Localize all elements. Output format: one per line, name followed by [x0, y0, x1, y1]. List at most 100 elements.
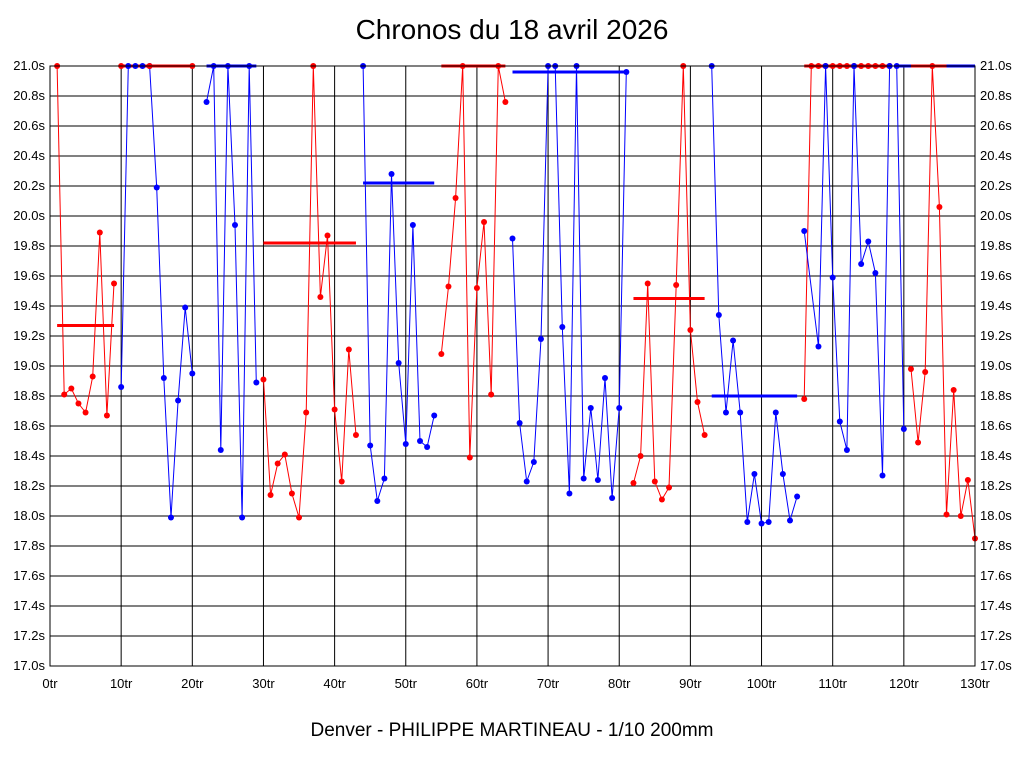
- data-point-run5: [260, 376, 267, 383]
- average-lines: [57, 64, 975, 398]
- x-tick-label: 110tr: [818, 676, 847, 691]
- data-point-run5: [352, 432, 359, 438]
- y-tick-label: 17.2s: [13, 628, 45, 643]
- data-point-run6: [409, 222, 416, 228]
- data-point-run12: [900, 426, 907, 432]
- y-tick-label: 21.0s: [13, 58, 45, 73]
- y-tick-label: 17.8s: [13, 538, 45, 553]
- data-point-run6: [402, 441, 409, 447]
- data-point-run8: [559, 324, 566, 330]
- y-tick-label-right: 17.0s: [980, 658, 1012, 673]
- data-point-run8: [594, 477, 601, 483]
- data-point-run9: [644, 280, 651, 287]
- y-tick-label-right: 17.6s: [980, 568, 1012, 583]
- data-point-run6: [417, 438, 423, 444]
- data-point-run10: [787, 517, 793, 524]
- data-point-run7: [481, 219, 488, 225]
- data-point-run4: [217, 447, 224, 453]
- data-point-run13: [936, 204, 943, 210]
- data-point-run12: [801, 228, 808, 234]
- series-line-run1: [56, 65, 115, 416]
- series-line-run10: [711, 65, 798, 525]
- data-point-run9: [701, 432, 708, 438]
- x-tick-label: 100tr: [747, 676, 777, 691]
- data-point-run4: [203, 99, 210, 105]
- data-point-run7: [466, 454, 473, 461]
- data-point-run2: [167, 514, 174, 521]
- data-point-run4: [239, 514, 246, 521]
- data-point-run7: [473, 285, 480, 291]
- data-point-run5: [317, 294, 324, 300]
- y-tick-label: 18.4s: [13, 448, 45, 463]
- data-point-run8: [566, 490, 573, 497]
- series-points: [54, 63, 978, 542]
- data-point-run1: [111, 280, 118, 287]
- data-point-run5: [296, 514, 303, 521]
- y-tick-label: 18.8s: [13, 388, 45, 403]
- y-tick-label: 20.2s: [13, 178, 45, 193]
- data-point-run7: [488, 391, 495, 398]
- x-tick-label: 40tr: [323, 676, 346, 691]
- y-tick-label-right: 21.0s: [980, 58, 1012, 73]
- data-point-run13: [964, 477, 971, 483]
- data-point-run13: [922, 369, 929, 375]
- y-tick-label: 20.4s: [13, 148, 45, 163]
- data-point-run13: [957, 513, 964, 519]
- data-point-run10: [722, 409, 729, 416]
- data-point-run12: [879, 472, 886, 479]
- y-tick-label: 18.2s: [13, 478, 45, 493]
- data-point-run9: [637, 453, 644, 459]
- y-tick-label: 19.0s: [13, 358, 45, 373]
- y-tick-label-right: 18.2s: [980, 478, 1012, 493]
- y-tick-label-right: 18.0s: [980, 508, 1012, 523]
- data-point-run13: [915, 439, 922, 446]
- data-point-run5: [324, 232, 331, 239]
- data-point-run7: [452, 195, 459, 201]
- y-tick-label-right: 19.2s: [980, 328, 1012, 343]
- chart-title: Chronos du 18 avril 2026: [355, 14, 669, 45]
- data-point-run8: [616, 405, 623, 411]
- y-tick-label: 17.6s: [13, 568, 45, 583]
- y-tick-label-right: 18.4s: [980, 448, 1012, 463]
- y-tick-label: 19.2s: [13, 328, 45, 343]
- x-tick-label: 90tr: [679, 676, 702, 691]
- data-point-run1: [75, 400, 82, 407]
- data-point-run6: [374, 498, 381, 504]
- data-point-run9: [687, 327, 694, 333]
- data-point-run10: [772, 409, 779, 416]
- data-point-run5: [345, 346, 352, 353]
- x-tick-label: 80tr: [608, 676, 631, 691]
- y-tick-label-right: 20.2s: [980, 178, 1012, 193]
- series-line-run8: [512, 65, 627, 499]
- data-point-run10: [758, 520, 765, 527]
- data-point-run8: [530, 459, 537, 465]
- series-line-run2: [120, 65, 193, 518]
- data-point-run6: [388, 171, 395, 177]
- y-tick-label-right: 19.4s: [980, 298, 1012, 313]
- data-point-run8: [587, 405, 594, 411]
- series-lines: [56, 65, 976, 539]
- data-point-run8: [580, 475, 587, 482]
- data-point-run10: [730, 337, 737, 344]
- y-tick-label-right: 20.4s: [980, 148, 1012, 163]
- data-point-run10: [715, 312, 722, 318]
- data-point-run9: [630, 480, 637, 486]
- data-point-run2: [153, 184, 160, 191]
- data-point-run12: [815, 343, 822, 350]
- y-tick-label-right: 20.6s: [980, 118, 1012, 133]
- data-point-run9: [673, 282, 680, 288]
- data-point-run13: [907, 366, 914, 372]
- data-point-run1: [82, 409, 89, 416]
- data-point-run9: [651, 478, 658, 485]
- x-tick-label: 50tr: [395, 676, 418, 691]
- data-point-run8: [509, 235, 516, 242]
- data-point-run9: [666, 484, 673, 491]
- y-tick-label: 19.6s: [13, 268, 45, 283]
- data-point-run7: [445, 283, 452, 290]
- data-point-run8: [523, 478, 530, 485]
- data-point-run1: [61, 391, 68, 398]
- series-line-run12: [803, 65, 905, 476]
- data-point-run5: [338, 478, 345, 485]
- data-point-run2: [182, 304, 189, 311]
- data-point-run12: [836, 418, 843, 425]
